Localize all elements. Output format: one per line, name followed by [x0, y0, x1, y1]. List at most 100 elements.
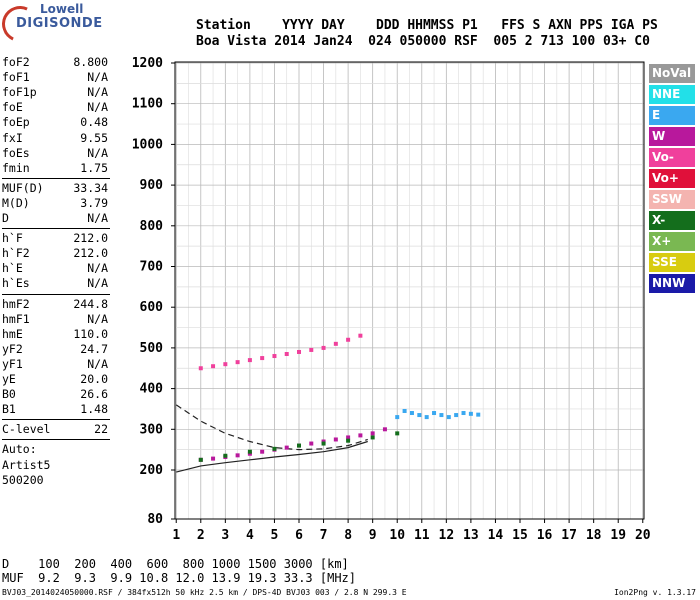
param-value: 1.48	[80, 402, 108, 417]
x-tick-label: 13	[463, 528, 479, 543]
data-point-e	[461, 411, 466, 416]
x-tick-label: 3	[221, 528, 229, 543]
param-value: N/A	[87, 145, 108, 160]
param-row: foEp 0.48	[2, 115, 108, 130]
param-row: foF1p N/A	[2, 85, 108, 100]
data-point-vo-	[284, 352, 289, 357]
data-point-e	[409, 411, 414, 416]
legend-item-x-: X+	[649, 232, 695, 251]
param-name: h`E	[2, 261, 23, 276]
legend-item-x-: X-	[649, 211, 695, 230]
param-separator	[2, 419, 110, 421]
param-row: yE 20.0	[2, 372, 108, 387]
param-row: foF2 8.800	[2, 55, 108, 70]
param-value: 8.800	[73, 55, 108, 69]
x-tick-label: 5	[271, 528, 279, 543]
data-point-e	[446, 415, 451, 420]
param-name: h`F2	[2, 246, 30, 261]
param-row: foEs N/A	[2, 146, 108, 161]
data-point-vo-	[297, 349, 302, 354]
param-name: hmF1	[2, 311, 30, 326]
data-point-x-	[272, 446, 277, 451]
param-name: yE	[2, 372, 16, 386]
y-tick-label: 300	[140, 422, 164, 437]
param-row: h`E N/A	[2, 261, 108, 276]
digisonde-logo: Lowell DIGISONDE	[0, 0, 102, 48]
data-point-x-	[247, 449, 252, 454]
y-tick-label: 1100	[132, 97, 163, 112]
x-tick-label: 7	[320, 528, 328, 543]
data-point-x-	[223, 453, 228, 458]
param-value: 0.48	[80, 115, 108, 130]
data-point-x-	[321, 441, 326, 446]
data-point-vo-	[211, 364, 216, 369]
param-name: MUF(D)	[2, 180, 44, 195]
param-name: D	[2, 211, 9, 225]
param-row: h`F2 212.0	[2, 246, 108, 261]
muf-table-muf-row: MUF 9.2 9.3 9.9 10.8 12.0 13.9 19.3 33.3…	[2, 571, 357, 585]
header-row2: Boa Vista 2014 Jan24 024 050000 RSF 005 …	[196, 34, 650, 49]
param-value: 212.0	[73, 246, 108, 261]
param-separator	[2, 228, 110, 230]
legend-item-vo-: Vo-	[649, 148, 695, 167]
x-tick-label: 6	[295, 528, 303, 543]
trace-virtual	[175, 404, 368, 451]
param-separator	[2, 177, 110, 179]
param-row: fxI 9.55	[2, 131, 108, 146]
param-value: N/A	[87, 356, 108, 371]
data-point-e	[454, 413, 459, 418]
data-point-e	[439, 413, 444, 418]
param-value: N/A	[87, 311, 108, 326]
x-tick-label: 20	[635, 528, 651, 543]
x-tick-label: 19	[610, 528, 626, 543]
data-point-vo-	[272, 354, 277, 359]
data-point-w	[211, 456, 216, 461]
data-point-vo-	[235, 360, 240, 365]
data-point-vo-	[309, 347, 314, 352]
data-point-vo-	[260, 356, 265, 361]
param-name: B0	[2, 387, 16, 402]
muf-table-distance-row: D 100 200 400 600 800 1000 1500 3000 [km…	[2, 557, 349, 571]
data-point-e	[432, 411, 437, 416]
legend-item-sse: SSE	[649, 253, 695, 272]
param-row: hmF2 244.8	[2, 297, 108, 312]
trace-profile	[176, 440, 368, 473]
y-tick-label: 500	[140, 341, 164, 356]
param-row: yF1 N/A	[2, 357, 108, 372]
data-point-x-	[346, 438, 351, 443]
y-tick-label: 700	[140, 260, 164, 275]
legend-item-noval: NoVal	[649, 64, 695, 83]
data-point-w	[260, 449, 265, 454]
param-row: MUF(D) 33.34	[2, 181, 108, 196]
data-point-vo-	[223, 362, 228, 367]
auto-scaling-text: 500200	[2, 472, 44, 487]
data-point-e	[417, 413, 422, 418]
param-name: h`Es	[2, 276, 30, 291]
data-point-x-	[198, 457, 203, 462]
x-tick-label: 11	[414, 528, 430, 543]
param-row: yF2 24.7	[2, 342, 108, 357]
x-tick-label: 9	[369, 528, 377, 543]
x-tick-label: 17	[561, 528, 577, 543]
data-point-w	[321, 439, 326, 444]
x-tick-label: 16	[537, 528, 553, 543]
data-point-e	[476, 412, 481, 417]
param-name: foEp	[2, 115, 30, 130]
data-point-w	[346, 435, 351, 440]
param-name: fxI	[2, 130, 23, 145]
param-name: h`F	[2, 231, 23, 246]
x-tick-label: 14	[488, 528, 504, 543]
muf-table: D 100 200 400 600 800 1000 1500 3000 [km…	[2, 557, 356, 585]
data-point-w	[358, 433, 363, 438]
param-row: hmE 110.0	[2, 327, 108, 342]
plot-frame	[174, 61, 645, 520]
y-tick-label: 800	[140, 219, 164, 234]
x-tick-label: 18	[586, 528, 602, 543]
param-value: N/A	[87, 276, 108, 291]
param-value: 110.0	[73, 326, 108, 341]
param-value: 26.6	[80, 387, 108, 402]
param-row: h`Es N/A	[2, 276, 108, 291]
param-value: N/A	[87, 70, 108, 85]
param-name: foEs	[2, 145, 30, 160]
